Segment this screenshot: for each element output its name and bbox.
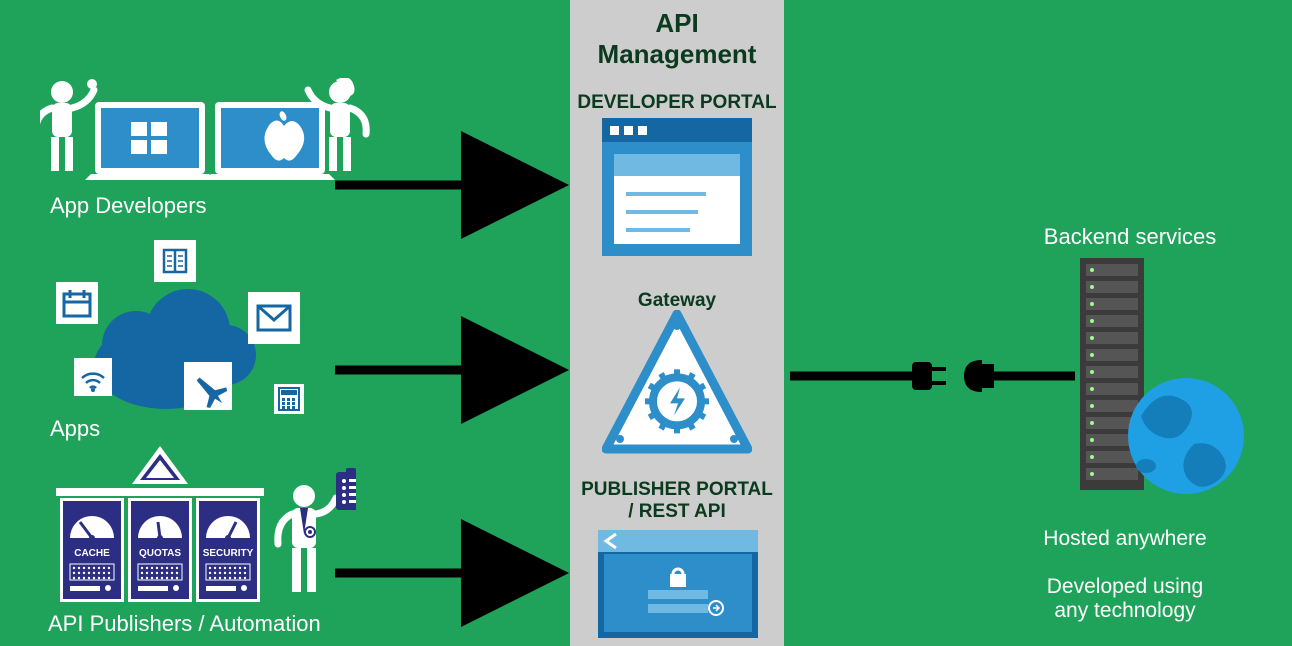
- app-developers-graphic: [40, 78, 370, 193]
- svg-text:SECURITY: SECURITY: [203, 548, 254, 559]
- svg-text:CACHE: CACHE: [74, 548, 110, 559]
- api-publishers-graphic: CACHE QUOTAS SECURITY: [56, 444, 356, 606]
- apps-graphic: [56, 240, 336, 415]
- svg-text:QUOTAS: QUOTAS: [139, 548, 181, 559]
- diagram-canvas: App Developers Apps API Publishers / Aut…: [0, 0, 1292, 646]
